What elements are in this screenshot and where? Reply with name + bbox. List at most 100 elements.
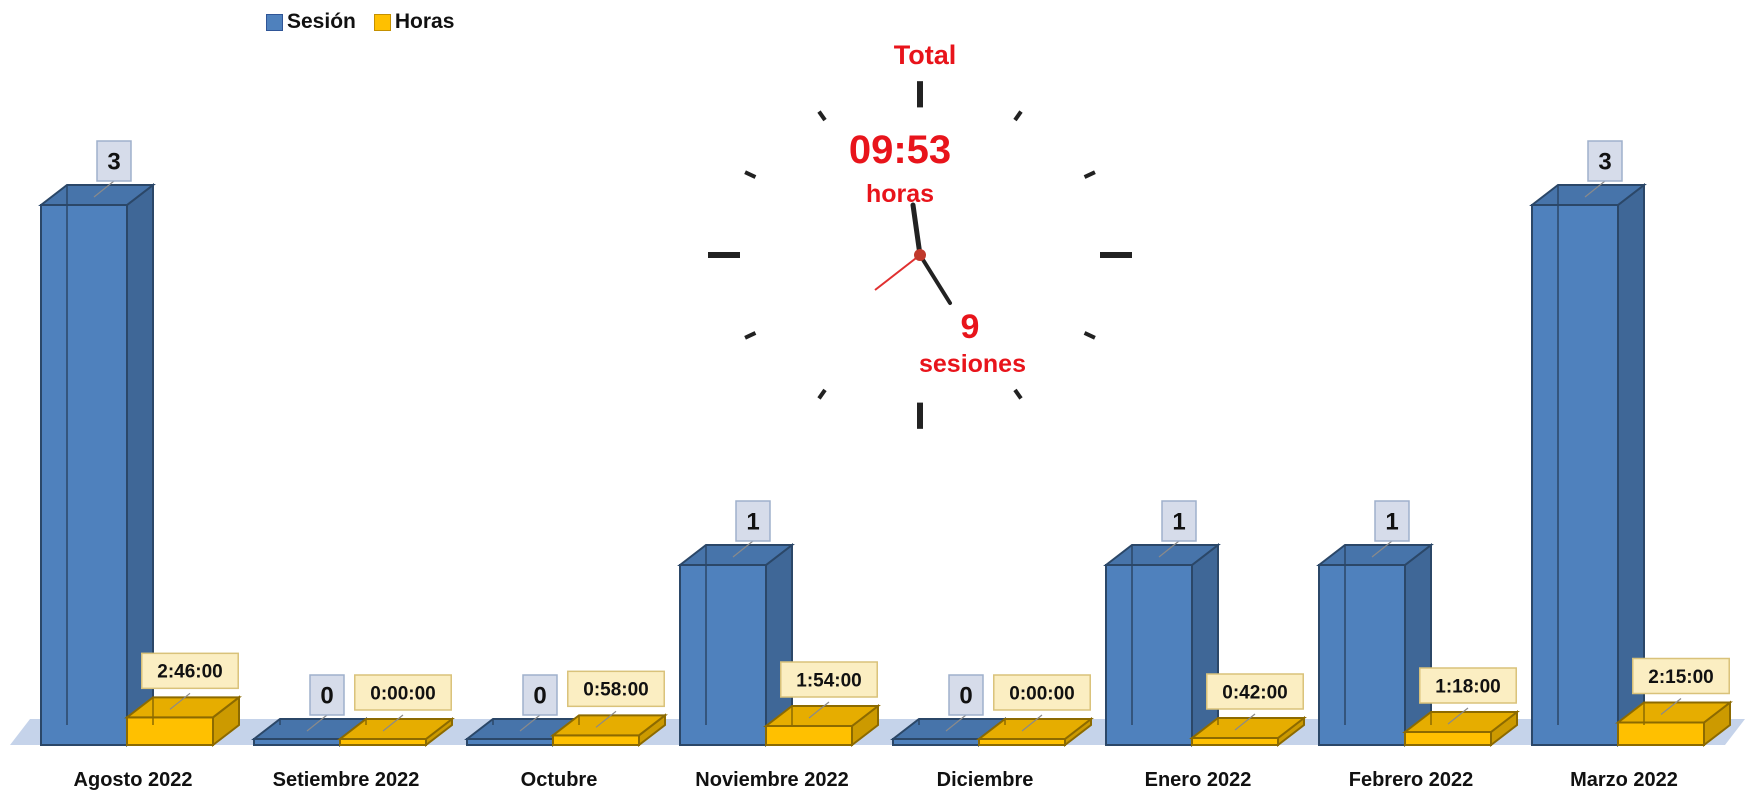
data-label-horas-3-box: [780, 661, 878, 698]
data-label-sesion-5-box: [1161, 500, 1197, 542]
data-label-sesion-4-box: [948, 674, 984, 716]
data-label-horas-0: 2:46:00: [141, 652, 239, 690]
data-label-horas-7-text: 2:15:00: [1648, 667, 1714, 688]
legend-swatch-sesion: [266, 13, 283, 31]
bar-horas-5-top: [1189, 717, 1307, 739]
clock-icon: [708, 81, 1132, 429]
clock-tick-mark: [817, 110, 827, 122]
clock-tick-mark: [1013, 110, 1023, 122]
data-label-sesion-6-box: [1374, 500, 1410, 542]
bar-horas-0: [124, 695, 242, 748]
data-label-sesion-1-text: 0: [320, 683, 333, 710]
bar-sesion-5-front: [1105, 564, 1193, 746]
bar-sesion-5-side: [1191, 542, 1219, 748]
bar-sesion-3: [677, 542, 795, 748]
leader-sesion-0: [93, 180, 115, 198]
data-label-horas-0-box: [141, 652, 239, 690]
data-label-sesion-1: 0: [309, 674, 345, 716]
data-label-horas-3-text: 1:54:00: [796, 670, 862, 691]
clock-minute-hand: [918, 253, 952, 305]
bar-sesion-7-front: [1531, 204, 1619, 746]
legend-item-sesion: Sesión: [266, 10, 356, 34]
data-label-sesion-1-box: [309, 674, 345, 716]
legend-label-sesion: Sesión: [287, 10, 356, 33]
leader-sesion-6: [1371, 540, 1393, 558]
bar-horas-2-front: [552, 734, 640, 747]
data-labels-layer: 3 2:46:00 0 0:00:00 0 0:58:00 1 1:54:00 0 0:00:00…: [93, 140, 1730, 732]
bar-horas-0-front: [126, 716, 214, 747]
leader-sesion-7: [1584, 180, 1606, 198]
bar-horas-4-top: [976, 718, 1094, 740]
leader-sesion-1: [306, 714, 328, 732]
legend-label-horas: Horas: [394, 10, 455, 33]
data-label-horas-6-box: [1419, 667, 1517, 704]
bar-horas-3-top: [763, 705, 881, 727]
leader-sesion-2: [519, 714, 541, 732]
summary-title: Total: [893, 40, 957, 70]
data-label-horas-5: 0:42:00: [1206, 673, 1304, 710]
data-label-sesion-3: 1: [735, 500, 771, 542]
data-label-horas-7: 2:15:00: [1632, 657, 1730, 695]
legend-swatch-horas: [373, 13, 391, 31]
bar-horas-4: [976, 716, 1094, 748]
leader-horas-0: [169, 692, 191, 710]
category-label-7: Marzo 2022: [1570, 769, 1678, 791]
data-label-sesion-4-text: 0: [959, 683, 972, 710]
bar-horas-2-top: [550, 714, 668, 737]
leader-horas-6: [1447, 707, 1469, 725]
data-label-sesion-2-text: 0: [533, 683, 546, 710]
data-label-sesion-7: 3: [1587, 140, 1623, 182]
bar-horas-0-top: [124, 696, 242, 719]
bar-sesion-6-front: [1318, 564, 1406, 746]
data-label-horas-2: 0:58:00: [567, 670, 665, 708]
data-label-horas-3: 1:54:00: [780, 661, 878, 698]
bar-horas-5-front: [1191, 737, 1279, 746]
legend-item-horas: Horas: [373, 10, 455, 34]
data-label-sesion-0-box: [96, 140, 132, 182]
data-label-horas-5-text: 0:42:00: [1222, 682, 1288, 703]
summary-hours-label: horas: [865, 180, 935, 208]
bar-sesion-0-front: [40, 204, 128, 746]
data-label-sesion-7-box: [1587, 140, 1623, 182]
leader-sesion-3: [732, 540, 754, 558]
clock-hour-hand: [910, 202, 923, 258]
data-label-horas-6: 1:18:00: [1419, 667, 1517, 704]
bar-horas-3-front: [765, 725, 853, 746]
bar-horas-7-front: [1617, 721, 1705, 746]
data-label-sesion-2: 0: [522, 674, 558, 716]
data-label-horas-4-box: [993, 674, 1091, 711]
bar-horas-1: [337, 716, 455, 748]
bar-sesion-7: [1529, 182, 1647, 748]
bar-horas-6-front: [1404, 731, 1492, 746]
bar-horas-7-top: [1615, 701, 1733, 724]
category-label-1: Setiembre 2022: [273, 769, 420, 791]
bar-horas-5: [1189, 715, 1307, 748]
clock-tick-mark: [744, 170, 757, 179]
data-label-sesion-5-text: 1: [1172, 509, 1185, 536]
data-label-horas-6-text: 1:18:00: [1435, 676, 1501, 697]
data-label-sesion-6-text: 1: [1385, 509, 1398, 536]
category-label-0: Agosto 2022: [74, 769, 193, 791]
bar-horas-2: [550, 713, 668, 748]
leader-horas-1: [382, 714, 404, 732]
clock-tick-mark: [1083, 331, 1096, 340]
data-label-sesion-5: 1: [1161, 500, 1197, 542]
clock-tick-mark: [817, 388, 827, 400]
clock-tick-mark: [1083, 170, 1096, 179]
bar-horas-6-top: [1402, 711, 1520, 733]
data-label-sesion-0-text: 3: [107, 149, 120, 176]
clock-second-hand: [874, 254, 921, 291]
data-label-horas-1: 0:00:00: [354, 674, 452, 711]
leader-horas-5: [1234, 713, 1256, 731]
data-label-sesion-7-text: 3: [1598, 149, 1611, 176]
data-label-horas-2-box: [567, 670, 665, 708]
data-label-horas-0-text: 2:46:00: [157, 662, 223, 683]
summary-sessions-label: sesiones: [918, 350, 1026, 378]
leader-sesion-4: [945, 714, 967, 732]
category-label-6: Febrero 2022: [1349, 769, 1474, 791]
clock-center: [914, 249, 926, 261]
data-label-horas-7-box: [1632, 657, 1730, 695]
bar-sesion-0: [38, 182, 156, 748]
leader-sesion-5: [1158, 540, 1180, 558]
